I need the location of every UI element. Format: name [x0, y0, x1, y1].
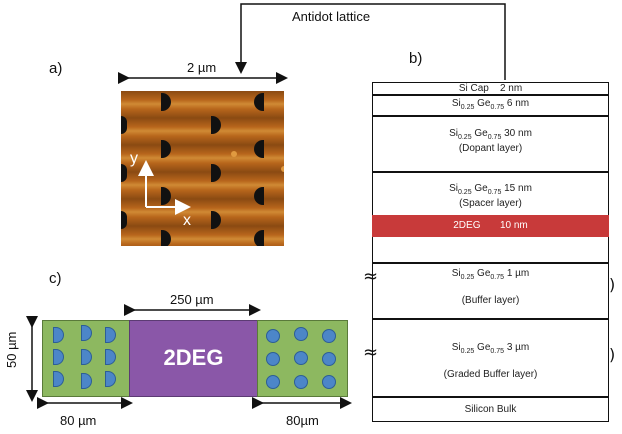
twodeg-channel: 2DEG [129, 320, 258, 397]
layer-spacer: Si0.25 Ge0.75 15 nm (Spacer layer) [449, 183, 532, 209]
break-mark: ) [609, 345, 615, 364]
antidot-connector-line [235, 3, 506, 80]
antidot-hole [211, 116, 221, 134]
layer-buffer: Si0.25 Ge0.75 1 µm (Buffer layer) [451, 268, 530, 307]
antidot-hole [161, 140, 171, 158]
axis-y-label: y [130, 150, 138, 167]
layer-stack-frame [372, 82, 609, 422]
break-mark: ≈ [363, 342, 378, 363]
antidot-hole [254, 140, 264, 158]
panel-b-label: b) [409, 50, 423, 67]
break-mark: ) [609, 275, 615, 294]
layer-graded-buffer: Si0.25 Ge0.75 3 µm (Graded Buffer layer) [443, 342, 538, 381]
layer-dopant: Si0.25 Ge0.75 30 nm (Dopant layer) [449, 128, 532, 154]
afm-image [121, 91, 284, 246]
dim-80-left-label: 80 µm [60, 413, 97, 428]
panel-a-label: a) [49, 60, 63, 77]
panel-c-label: c) [49, 270, 62, 287]
layer-sige-6nm: Si0.25 Ge0.75 6 nm [451, 98, 530, 111]
antidot-hole [121, 116, 127, 134]
antidot-hole [211, 164, 221, 182]
break-mark: ≈ [363, 266, 378, 287]
antidot-hole [161, 187, 171, 205]
antidot-hole [161, 230, 171, 246]
layer-2deg-label: 2DEG 10 nm [453, 220, 528, 231]
antidot-hole [121, 164, 127, 182]
antidot-hole [254, 187, 264, 205]
axis-x-label: x [183, 212, 191, 229]
dim-250-label: 250 µm [170, 292, 214, 307]
antidot-lattice-label: Antidot lattice [292, 9, 371, 24]
antidot-hole [254, 230, 264, 246]
antidot-hole [254, 93, 264, 111]
layer-silicon-bulk: Silicon Bulk [464, 404, 517, 415]
right-antidot-region [257, 320, 348, 397]
twodeg-channel-label: 2DEG [163, 345, 224, 370]
dim-50-label: 50 µm [4, 331, 19, 368]
scale-label-a: 2 µm [187, 60, 217, 75]
antidot-hole [161, 93, 171, 111]
left-antidot-region [42, 320, 130, 397]
antidot-hole [211, 211, 221, 229]
twodeg-layer [372, 215, 609, 237]
layer-si-cap: Si Cap 2 nm [458, 83, 523, 94]
antidot-hole [121, 211, 127, 229]
dim-80-right-label: 80µm [286, 413, 319, 428]
